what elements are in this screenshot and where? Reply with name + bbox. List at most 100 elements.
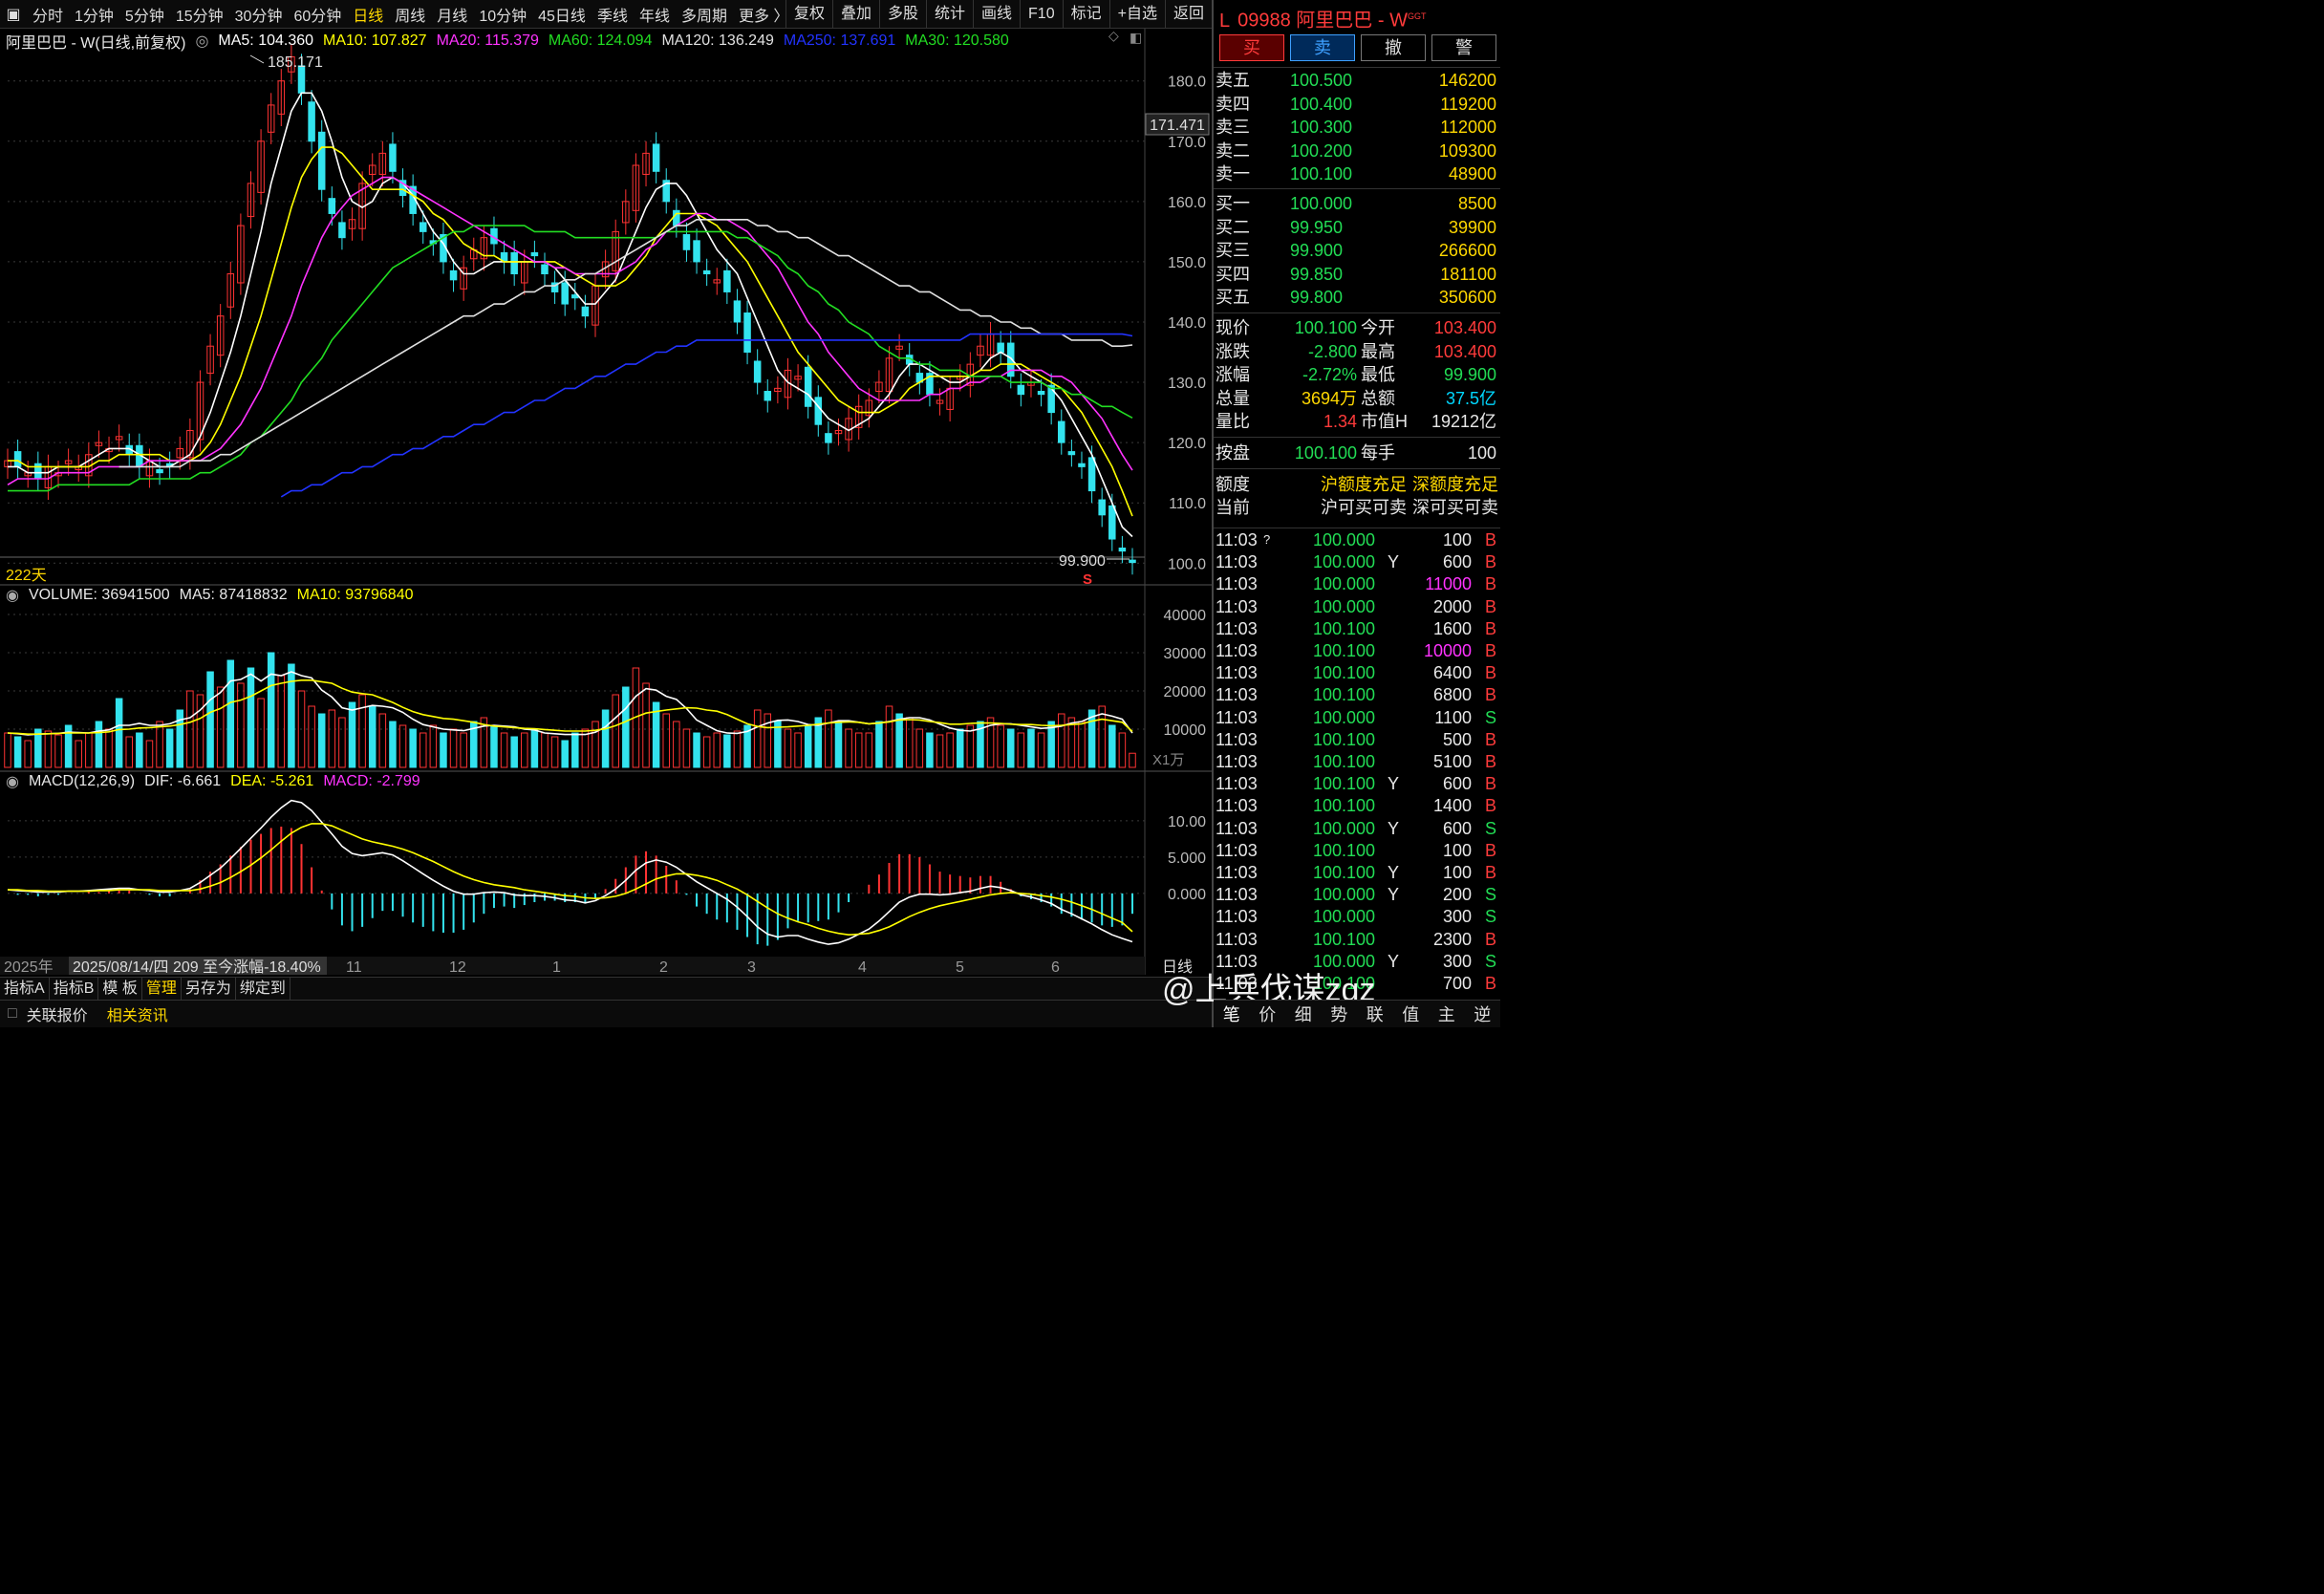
tool-button[interactable]: F10 <box>1020 0 1063 29</box>
tool-button[interactable]: +自选 <box>1108 0 1165 29</box>
volume-bar <box>85 732 93 768</box>
indicator-tab[interactable]: 管理 <box>142 978 182 1000</box>
level-label: 买五 <box>1216 288 1250 308</box>
indicator-tab[interactable]: 指标A <box>0 978 50 1000</box>
volume-legend-item: VOLUME: 36941500 <box>28 587 170 603</box>
bottom-link[interactable]: 关联报价 <box>26 1008 88 1024</box>
ma-legend-item: MA20: 115.379 <box>436 32 539 49</box>
volume-bar <box>1078 721 1086 768</box>
volume-bar <box>682 728 691 768</box>
chart-canvas[interactable]: 180.0170.0160.0150.0140.0130.0120.0110.0… <box>0 29 1212 975</box>
period-tab[interactable]: 1分钟 <box>75 8 114 25</box>
bottom-link[interactable]: 相关资讯 <box>106 1008 168 1024</box>
tool-button[interactable]: 返回 <box>1164 0 1212 29</box>
period-tab[interactable]: 多周期 <box>680 8 727 25</box>
candle-body <box>196 381 204 441</box>
candle-body <box>277 80 286 115</box>
volume-ma10-line <box>7 679 1133 735</box>
panel-tab[interactable]: 逆 <box>1474 1005 1492 1024</box>
volume-bar <box>328 709 336 768</box>
alert-button[interactable]: 警 <box>1431 34 1496 61</box>
period-tab[interactable]: 月线 <box>437 8 468 25</box>
order-book-row: 买五 99.800 350600 <box>1214 286 1500 309</box>
panel-tab[interactable]: 势 <box>1330 1005 1348 1024</box>
layout-icon[interactable]: ▣ <box>6 6 21 23</box>
tick-flag: Y <box>1388 818 1400 838</box>
indicator-tab[interactable]: 绑定到 <box>236 978 290 1000</box>
panel-tab[interactable]: 值 <box>1402 1005 1420 1024</box>
panel-tab[interactable]: 主 <box>1437 1005 1455 1024</box>
quote-row: 涨幅 -2.72% 最低 99.900 <box>1214 363 1500 386</box>
cancel-button[interactable]: 撤 <box>1361 34 1426 61</box>
volume-bar <box>449 728 458 768</box>
volume-bar <box>115 698 123 768</box>
period-tab[interactable]: 30分钟 <box>234 8 283 25</box>
quote-row: 涨跌 -2.800 最高 103.400 <box>1214 340 1500 363</box>
checkbox-icon[interactable]: □ <box>8 1005 17 1022</box>
period-tab[interactable]: 更多 〉 <box>738 8 789 25</box>
tool-button[interactable]: 复权 <box>785 0 832 29</box>
macd-tick-label: 0.000 <box>1168 887 1206 903</box>
tick-time: 11:03 <box>1216 618 1258 638</box>
period-tab[interactable]: 15分钟 <box>175 8 224 25</box>
collapse-icon[interactable]: ◉ <box>6 588 19 604</box>
macd-tick-label: 5.000 <box>1168 851 1206 867</box>
period-tab[interactable]: 10分钟 <box>479 8 527 25</box>
market-flag: L <box>1219 10 1231 32</box>
quote-label: 最低 <box>1361 365 1395 385</box>
panel-tab[interactable]: 联 <box>1366 1005 1384 1024</box>
tick-row: 11:03 100.000 1100 S <box>1214 706 1500 729</box>
candle-body <box>854 405 863 428</box>
quota-value: 沪额度充足 <box>1321 475 1407 494</box>
tick-flag: Y <box>1388 774 1400 794</box>
period-tab[interactable]: 5分钟 <box>124 8 164 25</box>
period-tab[interactable]: 季线 <box>596 8 628 25</box>
lot-row: 按盘 100.100 每手 100 <box>1214 442 1500 464</box>
tick-time: 11:03 <box>1216 729 1258 749</box>
tick-side: S <box>1484 818 1496 838</box>
tool-button[interactable]: 画线 <box>973 0 1020 29</box>
panel-tab[interactable]: 价 <box>1259 1005 1277 1024</box>
panel-tab[interactable]: 细 <box>1294 1005 1312 1024</box>
quote-value: -2.72% <box>1302 365 1357 385</box>
sell-button[interactable]: 卖 <box>1290 34 1355 61</box>
volume-bar <box>398 724 407 768</box>
level-label: 卖三 <box>1216 118 1250 138</box>
tick-time: 11:03 <box>1216 574 1258 594</box>
candle-body <box>510 251 518 275</box>
security-name: 09988 阿里巴巴 - W <box>1237 10 1408 32</box>
volume-bar <box>165 728 174 768</box>
period-tab[interactable]: 分时 <box>32 8 64 25</box>
period-tab[interactable]: 日线 <box>353 8 384 25</box>
level-label: 买二 <box>1216 217 1250 237</box>
ma-line-ma5 <box>8 92 1133 538</box>
candle-body <box>825 433 832 443</box>
period-tab[interactable]: 45日线 <box>538 8 586 25</box>
volume-bar <box>368 705 377 768</box>
tool-button[interactable]: 多股 <box>878 0 926 29</box>
tool-button[interactable]: 叠加 <box>831 0 879 29</box>
tool-button[interactable]: 标记 <box>1062 0 1109 29</box>
level-price: 100.300 <box>1290 118 1353 138</box>
candle-body <box>1087 457 1096 492</box>
period-tab[interactable]: 60分钟 <box>293 8 342 25</box>
candle-body <box>1037 391 1045 396</box>
candle-body <box>794 376 802 380</box>
tick-volume: 1600 <box>1432 618 1472 638</box>
buy-button[interactable]: 买 <box>1219 34 1284 61</box>
tick-price: 100.100 <box>1313 774 1376 794</box>
tick-price: 100.100 <box>1313 663 1376 683</box>
tool-button[interactable]: 统计 <box>926 0 973 29</box>
candle-body <box>702 269 711 275</box>
tick-time: 11:03 <box>1216 818 1258 838</box>
volume-bar <box>784 728 792 768</box>
period-tab[interactable]: 年线 <box>638 8 670 25</box>
panel-tab[interactable]: 笔 <box>1222 1005 1240 1024</box>
indicator-tab[interactable]: 另存为 <box>182 978 236 1000</box>
candle-body <box>804 366 812 407</box>
collapse-icon[interactable]: ◉ <box>6 774 19 790</box>
indicator-tab[interactable]: 模 板 <box>98 978 142 1000</box>
period-tab[interactable]: 周线 <box>395 8 426 25</box>
settings-icon[interactable]: ◎ <box>195 33 209 50</box>
indicator-tab[interactable]: 指标B <box>50 978 99 1000</box>
